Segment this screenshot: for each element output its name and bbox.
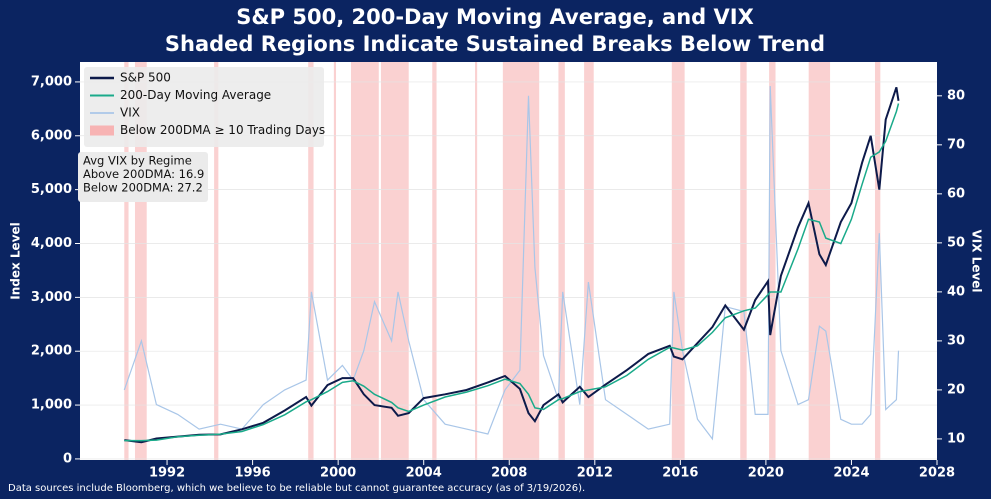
y-axis-label: Index Level — [9, 222, 23, 300]
shaded-region — [380, 62, 409, 460]
y-tick-label: 3,000 — [31, 290, 72, 305]
y-tick-label: 6,000 — [31, 128, 72, 143]
annotation-box — [78, 152, 208, 202]
y-tick-label: 2,000 — [31, 344, 72, 359]
y2-tick-label: 70 — [947, 137, 965, 152]
y2-tick-label: 10 — [947, 431, 965, 446]
x-tick-label: 2016 — [662, 466, 698, 481]
shaded-region — [769, 62, 776, 460]
legend-label: S&P 500 — [120, 71, 171, 85]
y2-tick-label: 80 — [947, 88, 965, 103]
shaded-region — [124, 62, 129, 460]
x-tick-label: 2028 — [919, 466, 955, 481]
chart-title: S&P 500, 200-Day Moving Average, and VIX — [236, 5, 754, 29]
shaded-region — [740, 62, 747, 460]
shaded-region — [432, 62, 437, 460]
y2-tick-label: 20 — [947, 382, 965, 397]
shaded-region — [584, 62, 594, 460]
annotation-text: Above 200DMA: 16.9 — [83, 167, 204, 181]
shaded-region — [308, 62, 314, 460]
y-tick-label: 1,000 — [31, 398, 72, 413]
series-line — [124, 103, 900, 442]
shaded-region — [558, 62, 565, 460]
y2-axis-label: VIX Level — [970, 229, 984, 292]
shaded-region — [475, 62, 478, 460]
y2-tick-label: 50 — [947, 235, 965, 250]
series-line — [123, 85, 900, 441]
x-tick-label: 2000 — [320, 466, 356, 481]
x-tick-label: 2004 — [406, 466, 442, 481]
x-tick-label: 1992 — [149, 466, 185, 481]
x-tick-label: 2012 — [577, 466, 613, 481]
y2-tick-label: 40 — [947, 284, 965, 299]
legend: S&P 500 200-Day Moving Average VIX Below 20… — [84, 67, 325, 147]
x-tick-label: 2020 — [748, 466, 784, 481]
y2-tick-label: 30 — [947, 333, 965, 348]
x-tick-label: 2008 — [491, 466, 527, 481]
y-tick-label: 5,000 — [31, 182, 72, 197]
x-tick-label: 2024 — [833, 466, 869, 481]
y-tick-label: 7,000 — [31, 74, 72, 89]
shaded-region — [214, 62, 219, 460]
shaded-region — [350, 62, 379, 460]
legend-label: 200-Day Moving Average — [120, 88, 271, 102]
y-tick-label: 0 — [63, 451, 72, 466]
legend-swatch — [90, 125, 114, 136]
shaded-region — [333, 62, 337, 460]
legend-label: VIX — [120, 106, 140, 120]
legend-label: Below 200DMA ≥ 10 Trading Days — [120, 123, 325, 137]
legend-box — [84, 67, 324, 147]
y2-tick-label: 60 — [947, 186, 965, 201]
shaded-region — [671, 62, 685, 460]
chart-subtitle: Shaded Regions Indicate Sustained Breaks… — [165, 32, 825, 56]
shaded-region — [502, 62, 540, 460]
annotation-text: Avg VIX by Regime — [83, 154, 192, 168]
annotation-text: Below 200DMA: 27.2 — [83, 181, 203, 195]
shaded-region — [134, 62, 147, 460]
x-tick-label: 1996 — [235, 466, 271, 481]
y-tick-label: 4,000 — [31, 236, 72, 251]
footnote: Data sources include Bloomberg, which we… — [8, 483, 585, 494]
